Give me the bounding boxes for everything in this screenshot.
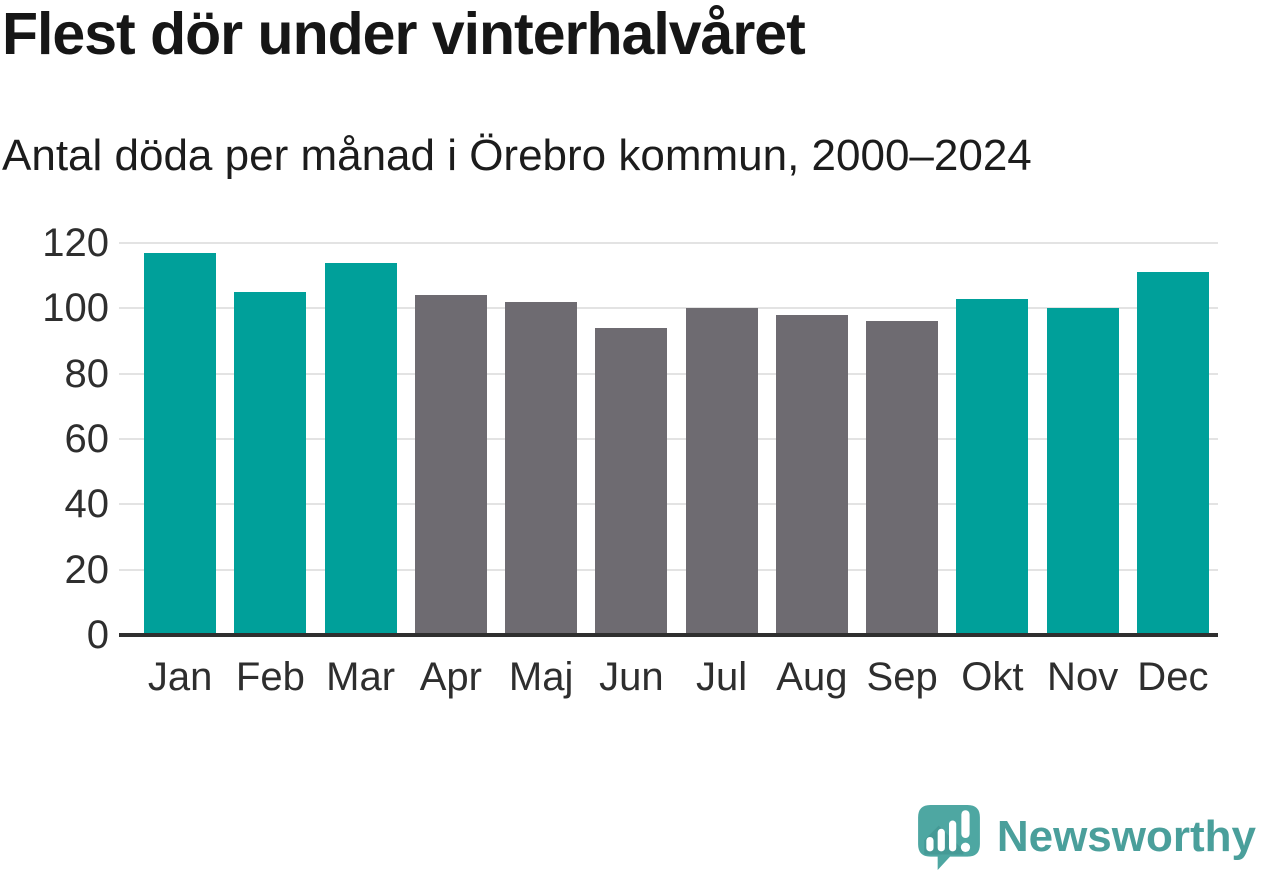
- bar-apr: [414, 295, 487, 635]
- bar-mar: [324, 262, 397, 635]
- bar-slot-nov: [1038, 243, 1128, 635]
- x-tick-label-sep: Sep: [866, 655, 938, 699]
- bar-slot-feb: [225, 243, 315, 635]
- x-tick-label-jul: Jul: [696, 655, 748, 699]
- y-tick-label-0: 0: [86, 613, 109, 657]
- y-tick-label-80: 80: [64, 351, 110, 396]
- bar-sep: [866, 321, 939, 635]
- bar-slot-sep: [857, 243, 947, 635]
- bar-slot-apr: [406, 243, 496, 635]
- bar-nov: [1046, 308, 1119, 635]
- bar-slot-aug: [767, 243, 857, 635]
- gridline-40: [119, 503, 1218, 506]
- x-axis-line: [119, 633, 1218, 637]
- y-tick-label-20: 20: [64, 547, 110, 592]
- bar-slot-okt: [947, 243, 1037, 635]
- bar-slot-maj: [496, 243, 586, 635]
- bar-aug: [775, 314, 848, 635]
- newsworthy-logo-text: Newsworthy: [996, 812, 1256, 861]
- chart-title: Flest dör under vinterhalvåret: [2, 1, 806, 67]
- y-tick-label-60: 60: [64, 417, 110, 461]
- gridline-100: [119, 307, 1218, 310]
- x-tick-label-jan: Jan: [147, 655, 213, 699]
- x-tick-label-apr: Apr: [419, 655, 482, 699]
- x-tick-label-nov: Nov: [1047, 655, 1119, 699]
- x-tick-label-maj: Maj: [508, 655, 574, 699]
- x-tick-label-jun: Jun: [599, 655, 664, 699]
- bar-slot-mar: [316, 243, 406, 635]
- bar-slot-jan: [135, 243, 225, 635]
- newsworthy-logo-icon: [917, 805, 980, 870]
- gridline-20: [119, 568, 1218, 571]
- x-tick-label-feb: Feb: [235, 655, 305, 699]
- bar-jan: [144, 252, 217, 635]
- bar-slot-dec: [1128, 243, 1218, 635]
- bar-okt: [956, 298, 1029, 635]
- x-tick-label-mar: Mar: [326, 655, 396, 699]
- bar-slot-jul: [677, 243, 767, 635]
- chart-subtitle: Antal döda per månad i Örebro kommun, 20…: [2, 131, 1032, 180]
- x-tick-label-dec: Dec: [1137, 655, 1209, 699]
- gridline-80: [119, 372, 1218, 375]
- bar-feb: [234, 292, 307, 635]
- y-tick-label-100: 100: [42, 286, 109, 331]
- x-tick-label-okt: Okt: [961, 655, 1024, 699]
- bar-jul: [685, 308, 758, 635]
- y-tick-label-120: 120: [42, 221, 109, 265]
- bar-chart-plot-area: 0 20 40 60 80 100 120 Jan Feb Mar Apr Maj Jun Jul Aug…: [42, 221, 1218, 699]
- newsworthy-logo: Newsworthy: [916, 803, 1256, 871]
- bar-jun: [595, 327, 668, 635]
- gridline-120: [119, 242, 1218, 244]
- bar-series: [135, 243, 1218, 635]
- bar-maj: [505, 301, 578, 635]
- bar-dec: [1136, 272, 1209, 635]
- y-tick-label-40: 40: [64, 482, 110, 527]
- x-tick-label-aug: Aug: [776, 655, 848, 699]
- gridline-60: [119, 438, 1218, 440]
- bar-slot-jun: [586, 243, 676, 635]
